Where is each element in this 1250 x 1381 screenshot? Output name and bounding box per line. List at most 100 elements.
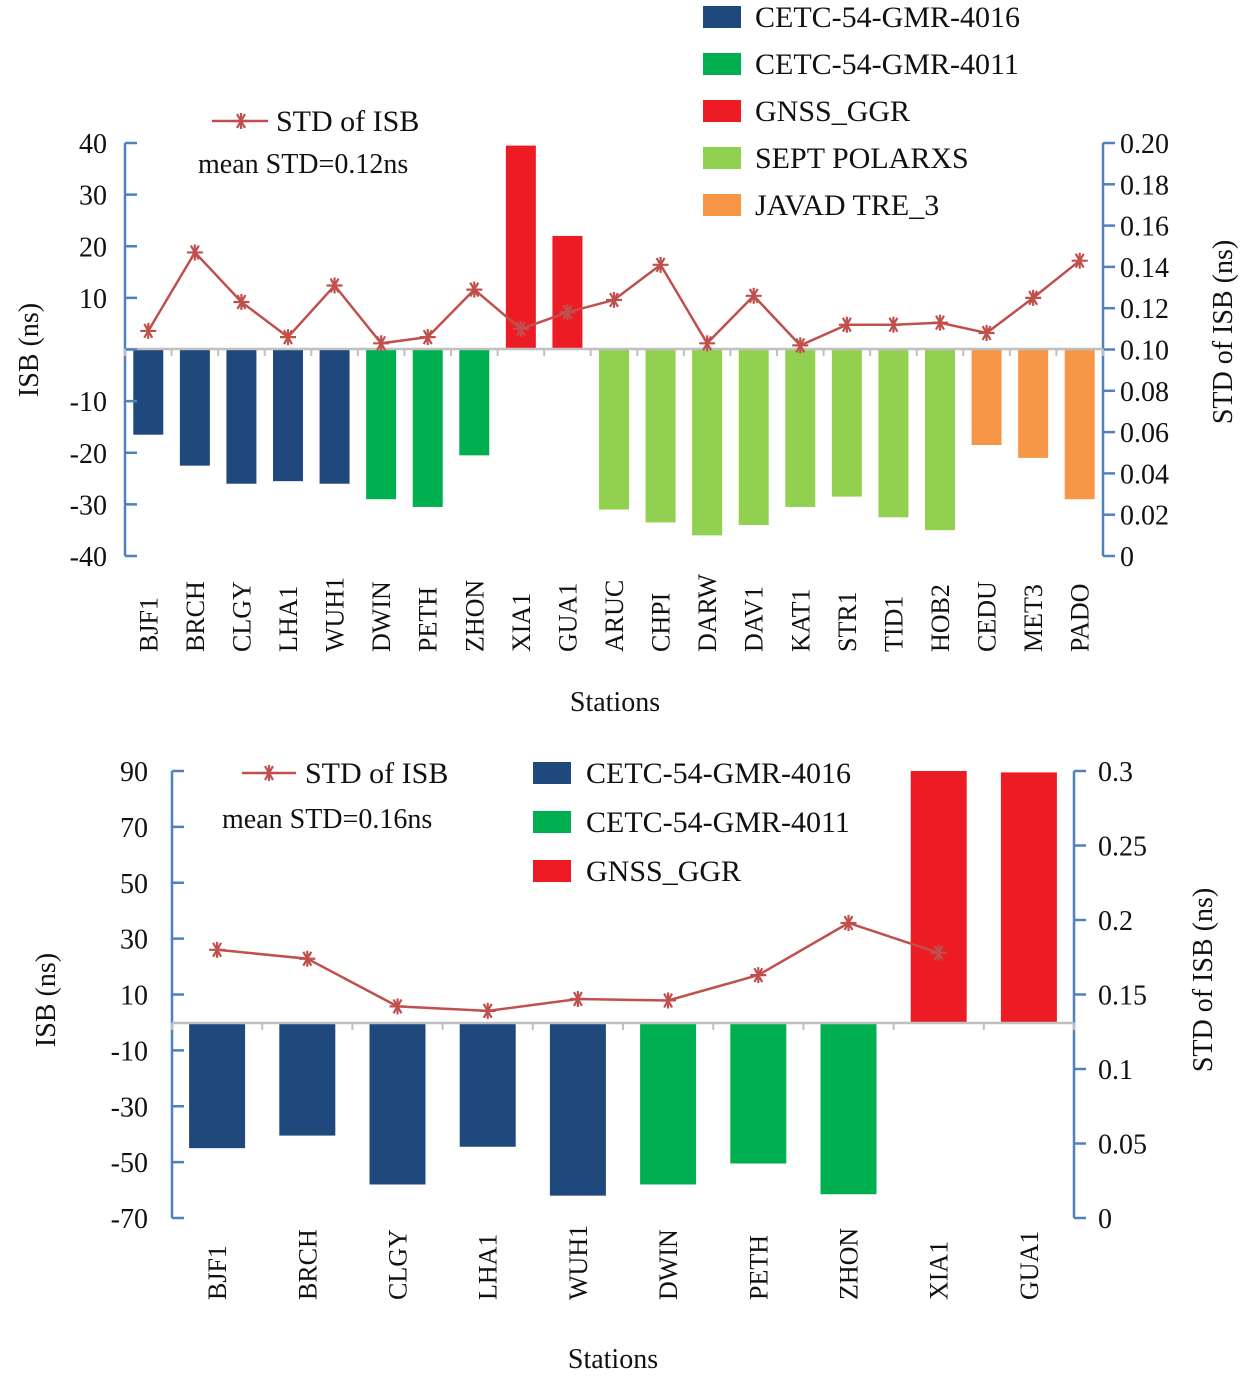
star-marker — [1025, 289, 1042, 306]
legend-label: CETC-54-GMR-4016 — [586, 757, 851, 790]
legend-label: CETC-54-GMR-4011 — [755, 48, 1019, 81]
bar-clgy — [369, 1022, 426, 1185]
bar-bjf1 — [189, 1022, 246, 1149]
star-marker — [750, 967, 767, 984]
station-label-brch: BRCH — [181, 581, 210, 652]
y2-tick-label: 0.10 — [1120, 336, 1169, 367]
y-tick-label: 10 — [79, 284, 107, 315]
y-tick-label: 30 — [79, 181, 107, 212]
station-label-zhon: ZHON — [835, 1228, 864, 1300]
legend-label: JAVAD TRE_3 — [755, 189, 939, 222]
y2-tick-label: 0.02 — [1120, 501, 1169, 532]
x-axis-title: Stations — [568, 1344, 658, 1375]
legend-swatch — [533, 762, 571, 784]
star-marker-icon — [261, 765, 277, 781]
bar-xia1 — [910, 771, 967, 1023]
legend-label: SEPT POLARXS — [755, 142, 969, 175]
star-marker — [838, 316, 855, 333]
y-axis-title: ISB (ns) — [14, 303, 45, 397]
bar-legend: CETC-54-GMR-4016 CETC-54-GMR-4011 GNSS_GGR — [533, 757, 851, 888]
star-marker — [699, 335, 716, 352]
station-label-xia1: XIA1 — [925, 1241, 954, 1300]
station-label-zhon: ZHON — [460, 580, 489, 652]
station-label-peth: PETH — [744, 1235, 773, 1300]
chart-top: 40 30 20 10 -10 -20 -30 -40 0.20 0.18 0.16 0.14 0.1… — [14, 1, 1239, 718]
star-marker — [389, 998, 406, 1015]
star-marker-icon — [233, 113, 249, 129]
y2-tick-label: 0 — [1098, 1204, 1112, 1235]
station-label-brch: BRCH — [293, 1229, 322, 1300]
station-label-gua1: GUA1 — [1015, 1231, 1044, 1300]
bar-zhon — [459, 349, 490, 456]
line-legend: STD of ISB — [212, 105, 419, 138]
bar-clgy — [226, 349, 257, 484]
star-marker — [840, 914, 857, 931]
legend-label: GNSS_GGR — [586, 855, 741, 888]
star-marker — [559, 304, 576, 321]
bar-met3 — [1018, 349, 1049, 458]
bar-chpi — [645, 349, 676, 523]
star-marker — [606, 291, 622, 308]
line-legend-label: STD of ISB — [276, 105, 419, 138]
y-tick-label: -40 — [70, 542, 107, 573]
star-marker — [1071, 252, 1088, 269]
mean-std-note: mean STD=0.16ns — [222, 804, 432, 835]
star-marker — [233, 294, 250, 311]
y-tick-label: -70 — [111, 1204, 148, 1235]
station-label-dav1: DAV1 — [740, 586, 769, 652]
mean-std-note: mean STD=0.12ns — [198, 149, 408, 180]
bar-zhon — [820, 1022, 877, 1195]
y-axis-title: ISB (ns) — [31, 953, 62, 1047]
bar-dav1 — [738, 349, 769, 526]
bar-str1 — [831, 349, 862, 497]
bar-tid1 — [878, 349, 909, 518]
bar-kat1 — [785, 349, 816, 507]
legend-swatch — [533, 811, 571, 833]
y2-tick-label: 0.12 — [1120, 294, 1169, 325]
y-tick-label: -10 — [111, 1036, 148, 1067]
axes — [123, 141, 1115, 558]
legend-swatch — [703, 194, 741, 216]
line-legend: STD of ISB — [242, 757, 448, 790]
bar-hob2 — [925, 349, 955, 531]
bar-xia1 — [505, 145, 536, 350]
station-label-wuh1: WUH1 — [564, 1225, 593, 1300]
bar-peth — [730, 1022, 787, 1164]
star-marker — [978, 324, 995, 341]
y2-tick-label: 0.05 — [1098, 1130, 1147, 1161]
star-marker — [299, 950, 316, 967]
y2-tick-label: 0.16 — [1120, 212, 1169, 243]
station-label-lha1: LHA1 — [474, 1234, 503, 1300]
legend-swatch — [703, 100, 741, 122]
y2-axis-title: STD of ISB (ns) — [1208, 240, 1239, 424]
station-label-dwin: DWIN — [654, 1229, 683, 1300]
std-line-group — [209, 914, 947, 1019]
star-marker — [479, 1002, 496, 1019]
legend-label: CETC-54-GMR-4016 — [755, 1, 1020, 34]
star-marker — [466, 281, 483, 298]
legend-label: GNSS_GGR — [755, 95, 910, 128]
station-label-tid1: TID1 — [879, 596, 908, 652]
x-tick-labels: BJF1 BRCH CLGY LHA1 WUH1 DWIN PETH ZHON XIA1 GUA1… — [134, 574, 1094, 652]
y2-axis-title: STD of ISB (ns) — [1188, 888, 1219, 1072]
star-marker — [419, 329, 436, 346]
y2-tick-labels: 0.20 0.18 0.16 0.14 0.12 0.10 0.08 0.06 0.04 0.02… — [1120, 129, 1169, 573]
y-tick-label: 10 — [120, 981, 148, 1012]
station-label-aruc: ARUC — [600, 580, 629, 652]
bar-lha1 — [273, 349, 303, 482]
y-tick-label: 90 — [120, 757, 148, 788]
station-label-clgy: CLGY — [227, 581, 256, 652]
bar-pado — [1064, 349, 1095, 500]
star-marker — [326, 277, 343, 294]
y2-tick-labels: 0.3 0.25 0.2 0.15 0.1 0.05 0 — [1098, 757, 1147, 1235]
station-label-peth: PETH — [414, 587, 443, 652]
bar-group — [133, 145, 1095, 536]
y2-tick-label: 0.20 — [1120, 129, 1169, 160]
y2-tick-label: 0.25 — [1098, 832, 1147, 863]
legend-swatch — [533, 860, 571, 882]
y2-tick-label: 0.1 — [1098, 1055, 1133, 1086]
y-tick-label: 20 — [79, 232, 107, 263]
y-tick-label: -30 — [111, 1092, 148, 1123]
axes — [170, 769, 1086, 1220]
bar-gua1 — [1000, 772, 1057, 1023]
